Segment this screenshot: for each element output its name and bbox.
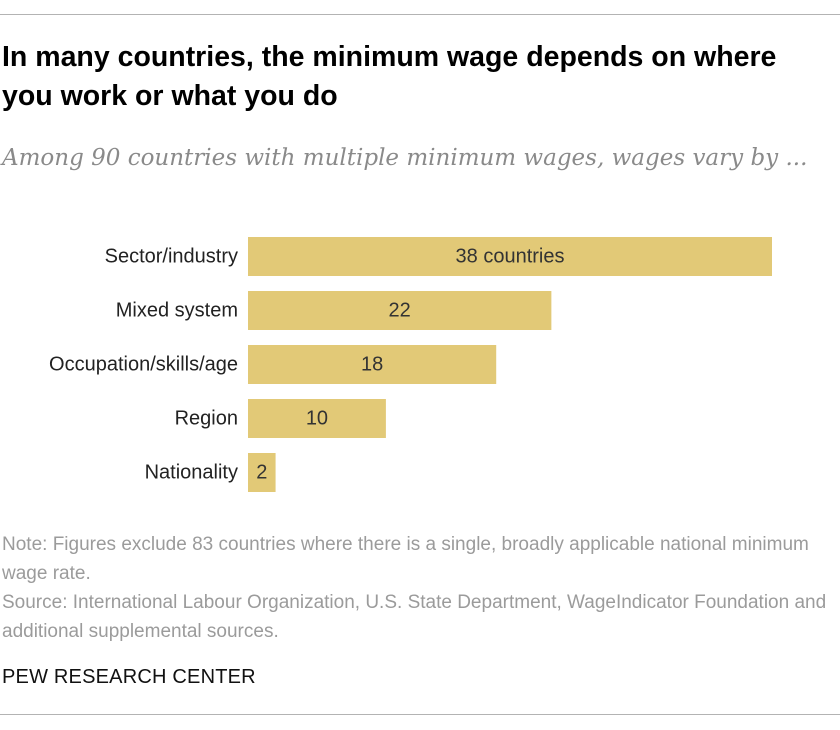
chart-title: In many countries, the minimum wage depe… <box>2 41 777 112</box>
source-text: Source: International Labour Organizatio… <box>2 592 827 642</box>
category-label: Region <box>175 408 238 430</box>
bottom-rule <box>0 714 840 715</box>
bar-occupation-skills-age <box>248 345 497 384</box>
value-label: 22 <box>389 300 411 322</box>
bar-nationality <box>248 453 276 492</box>
category-label: Sector/industry <box>105 246 238 268</box>
category-label: Nationality <box>145 462 238 484</box>
chart-footnote: Note: Figures exclude 83 countries where… <box>2 530 832 646</box>
chart-subtitle: Among 90 countries with multiple minimum… <box>2 145 808 171</box>
bar-mixed-system <box>248 291 552 330</box>
bar-chart: Sector/industry 38 countries Mixed system 2… <box>49 237 772 492</box>
value-label: 10 <box>306 408 328 430</box>
value-label: 38 countries <box>456 246 565 268</box>
bar-sector-industry <box>248 237 772 276</box>
brand-logo-text: PEW RESEARCH CENTER <box>2 666 256 688</box>
bar-region <box>248 399 386 438</box>
top-rule <box>0 14 840 15</box>
category-label: Occupation/skills/age <box>49 354 238 376</box>
category-label: Mixed system <box>116 300 238 322</box>
value-label: 2 <box>256 462 267 484</box>
value-label: 18 <box>361 354 383 376</box>
note-text: Note: Figures exclude 83 countries where… <box>2 534 809 584</box>
